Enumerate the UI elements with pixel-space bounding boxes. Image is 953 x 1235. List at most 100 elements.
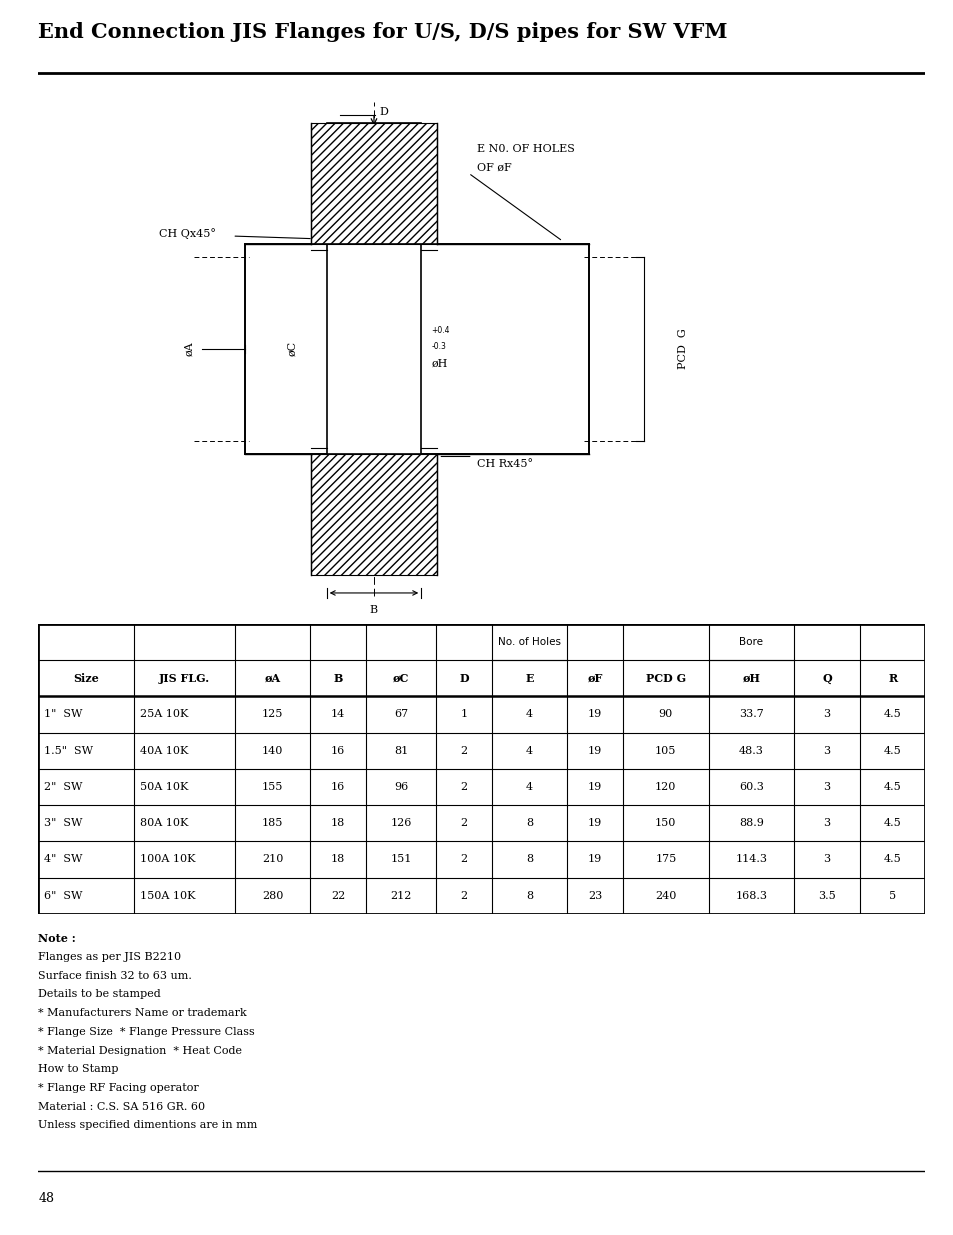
Text: 8: 8: [525, 855, 533, 864]
Text: øA: øA: [184, 342, 194, 356]
Text: 2"  SW: 2" SW: [45, 782, 83, 792]
Text: Surface finish 32 to 63 um.: Surface finish 32 to 63 um.: [38, 971, 192, 981]
Text: 150: 150: [655, 819, 676, 829]
Text: 150A 10K: 150A 10K: [140, 890, 195, 900]
Text: 90: 90: [658, 709, 672, 719]
Text: R: R: [887, 673, 896, 684]
Text: 16: 16: [331, 746, 345, 756]
Text: B: B: [333, 673, 342, 684]
Text: 140: 140: [262, 746, 283, 756]
Text: øF: øF: [587, 673, 602, 684]
Text: Bore: Bore: [739, 637, 762, 647]
Text: 185: 185: [262, 819, 283, 829]
Text: 3: 3: [822, 782, 830, 792]
Text: 18: 18: [331, 819, 345, 829]
Text: 212: 212: [390, 890, 412, 900]
Text: +0.4: +0.4: [431, 326, 450, 335]
Text: 4"  SW: 4" SW: [45, 855, 83, 864]
Text: PCD G: PCD G: [645, 673, 685, 684]
Text: CH Qx45°: CH Qx45°: [159, 228, 216, 238]
Text: Note :: Note :: [38, 934, 76, 944]
Text: -0.3: -0.3: [431, 342, 446, 351]
Text: 4: 4: [525, 746, 533, 756]
Text: 1.5"  SW: 1.5" SW: [45, 746, 93, 756]
Text: 50A 10K: 50A 10K: [140, 782, 189, 792]
Text: 3: 3: [822, 709, 830, 719]
Text: 105: 105: [655, 746, 676, 756]
Text: øC: øC: [287, 341, 297, 357]
Text: 175: 175: [655, 855, 676, 864]
Text: 126: 126: [390, 819, 412, 829]
Text: 1"  SW: 1" SW: [45, 709, 83, 719]
Text: 25A 10K: 25A 10K: [140, 709, 189, 719]
Text: 4: 4: [525, 709, 533, 719]
Text: øH: øH: [431, 358, 447, 368]
Bar: [311, 453, 436, 574]
Text: * Manufacturers Name or trademark: * Manufacturers Name or trademark: [38, 1008, 247, 1018]
Text: 19: 19: [587, 855, 601, 864]
Text: 16: 16: [331, 782, 345, 792]
Text: 2: 2: [460, 746, 467, 756]
Text: 210: 210: [262, 855, 283, 864]
Text: 60.3: 60.3: [739, 782, 763, 792]
Text: No. of Holes: No. of Holes: [497, 637, 560, 647]
Text: 88.9: 88.9: [739, 819, 763, 829]
Text: 4: 4: [525, 782, 533, 792]
Text: 3: 3: [822, 855, 830, 864]
Text: 4.5: 4.5: [882, 855, 901, 864]
Text: 2: 2: [460, 855, 467, 864]
Text: øC: øC: [393, 673, 409, 684]
Text: 14: 14: [331, 709, 345, 719]
Bar: [326, 124, 421, 574]
Text: 6"  SW: 6" SW: [45, 890, 83, 900]
Text: 4.5: 4.5: [882, 819, 901, 829]
Text: 4.5: 4.5: [882, 746, 901, 756]
Text: 3.5: 3.5: [818, 890, 835, 900]
Text: 3"  SW: 3" SW: [45, 819, 83, 829]
Text: 48: 48: [38, 1192, 54, 1205]
Text: 19: 19: [587, 782, 601, 792]
Text: JIS FLG.: JIS FLG.: [158, 673, 210, 684]
Text: 240: 240: [655, 890, 676, 900]
Text: 280: 280: [262, 890, 283, 900]
Text: 67: 67: [394, 709, 408, 719]
Text: Flanges as per JIS B2210: Flanges as per JIS B2210: [38, 952, 181, 962]
Text: 96: 96: [394, 782, 408, 792]
Text: 22: 22: [331, 890, 345, 900]
Text: 8: 8: [525, 890, 533, 900]
Text: 125: 125: [262, 709, 283, 719]
Text: 19: 19: [587, 746, 601, 756]
Text: B: B: [370, 604, 377, 615]
Text: OF øF: OF øF: [476, 163, 511, 173]
Text: * Flange RF Facing operator: * Flange RF Facing operator: [38, 1083, 199, 1093]
Bar: [245, 245, 588, 454]
Text: Size: Size: [73, 673, 99, 684]
Text: D: D: [458, 673, 469, 684]
Text: 2: 2: [460, 782, 467, 792]
Text: E N0. OF HOLES: E N0. OF HOLES: [476, 144, 575, 154]
Text: 3: 3: [822, 819, 830, 829]
Text: 19: 19: [587, 709, 601, 719]
Text: 3: 3: [822, 746, 830, 756]
Text: 40A 10K: 40A 10K: [140, 746, 189, 756]
Text: 8: 8: [525, 819, 533, 829]
Text: øH: øH: [741, 673, 760, 684]
Text: D: D: [378, 106, 388, 116]
Text: øA: øA: [264, 673, 280, 684]
Text: 100A 10K: 100A 10K: [140, 855, 195, 864]
Text: 168.3: 168.3: [735, 890, 766, 900]
Text: 33.7: 33.7: [739, 709, 763, 719]
Text: * Flange Size  * Flange Pressure Class: * Flange Size * Flange Pressure Class: [38, 1026, 254, 1036]
Text: End Connection JIS Flanges for U/S, D/S pipes for SW VFM: End Connection JIS Flanges for U/S, D/S …: [38, 22, 727, 42]
Text: 155: 155: [262, 782, 283, 792]
Text: 5: 5: [888, 890, 895, 900]
Text: Unless specified dimentions are in mm: Unless specified dimentions are in mm: [38, 1120, 257, 1130]
Text: Details to be stamped: Details to be stamped: [38, 989, 161, 999]
Text: 19: 19: [587, 819, 601, 829]
Text: 120: 120: [655, 782, 676, 792]
Text: * Material Designation  * Heat Code: * Material Designation * Heat Code: [38, 1046, 242, 1056]
Text: How to Stamp: How to Stamp: [38, 1065, 118, 1074]
Text: 1: 1: [460, 709, 467, 719]
Text: 80A 10K: 80A 10K: [140, 819, 189, 829]
Text: Q: Q: [821, 673, 831, 684]
